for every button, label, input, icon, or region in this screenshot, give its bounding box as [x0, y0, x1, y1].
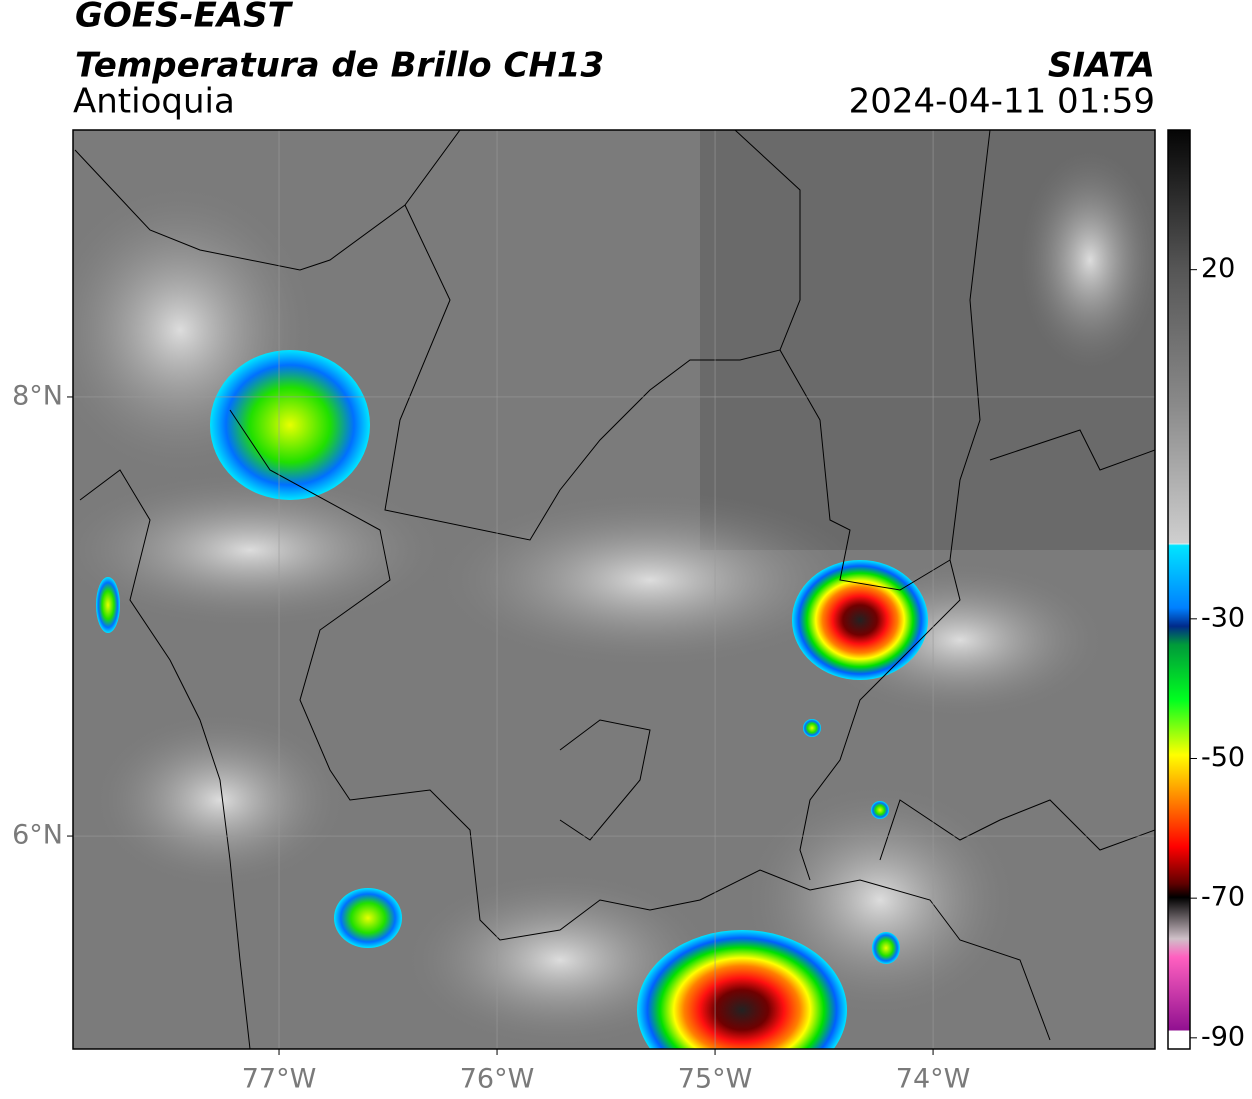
region: Antioquia	[73, 82, 235, 122]
title: GOES-EAST	[75, 0, 294, 36]
subtitle: Temperatura de Brillo CH13	[75, 46, 604, 86]
source: SIATA	[1048, 46, 1155, 86]
colorbar-tick-label: -70	[1201, 882, 1245, 913]
colorbar-tick-label: 20	[1201, 253, 1235, 284]
colorbar-tick-label: -90	[1201, 1021, 1245, 1052]
satellite-image	[73, 130, 1155, 1049]
x-tick-label: 74°W	[896, 1064, 971, 1095]
x-tick-label: 77°W	[242, 1064, 317, 1095]
colorbar-tick-label: -50	[1201, 742, 1245, 773]
map-frame	[72, 129, 1156, 1050]
colorbar-tick-label: -30	[1201, 602, 1245, 633]
y-tick-label: 6°N	[12, 820, 63, 851]
colorbar	[1167, 129, 1191, 1050]
x-tick-label: 75°W	[678, 1064, 753, 1095]
x-tick-label: 76°W	[460, 1064, 535, 1095]
datetime: 2024-04-11 01:59	[849, 82, 1155, 122]
y-tick-label: 8°N	[12, 380, 63, 411]
grid	[73, 130, 1155, 1049]
